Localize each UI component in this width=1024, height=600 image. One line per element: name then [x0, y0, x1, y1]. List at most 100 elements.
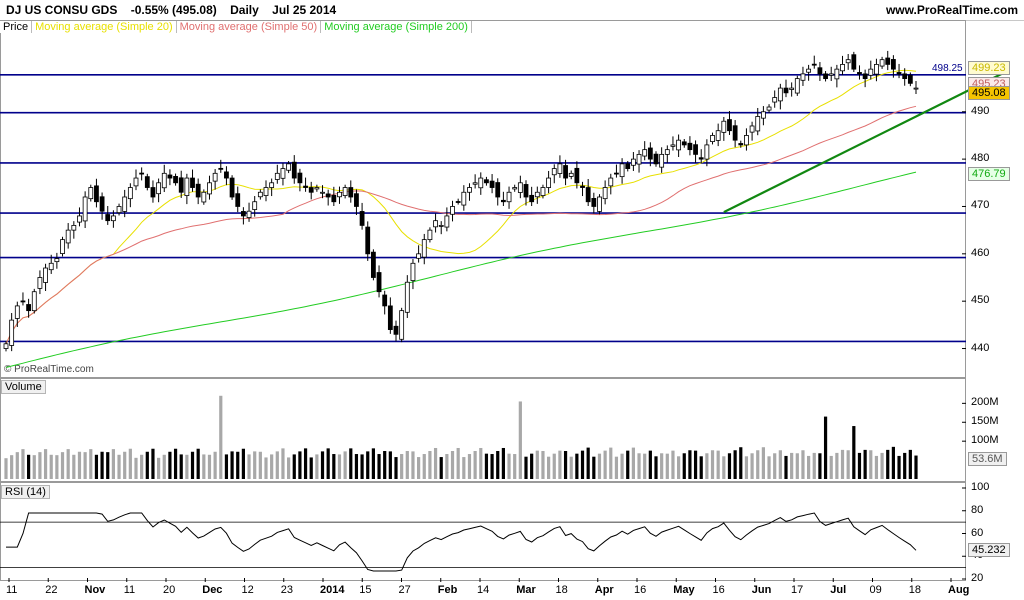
x-tick-label: Nov	[84, 584, 106, 596]
volume-bar	[857, 452, 862, 479]
volume-bar	[914, 455, 918, 479]
candle-body	[551, 168, 557, 176]
volume-bar	[767, 456, 771, 479]
candle-body	[348, 187, 354, 198]
volume-bar	[326, 448, 330, 479]
x-tick-label: 09	[869, 584, 882, 596]
candle-body	[721, 120, 727, 133]
candle-body	[54, 258, 60, 263]
candle-body	[772, 97, 778, 103]
candle-body	[534, 191, 540, 198]
x-tick-label: 20	[163, 584, 176, 596]
x-tick-label: 16	[712, 584, 725, 596]
price-tick-label: 490	[971, 104, 990, 117]
candle-body	[387, 305, 393, 330]
volume-bar	[575, 453, 579, 479]
x-tick-label: 27	[398, 584, 411, 596]
candle-body	[280, 168, 286, 179]
candle-body	[495, 182, 501, 198]
x-tick-label: 2014	[320, 584, 345, 596]
volume-tick-label: 200M	[971, 396, 999, 409]
candle-body	[455, 201, 461, 203]
x-tick-label: 11	[123, 584, 136, 596]
volume-bar	[4, 458, 8, 479]
price-change: -0.55% (495.08)	[130, 3, 217, 17]
trendline	[723, 70, 1007, 214]
candle-body	[438, 225, 444, 227]
volume-bar	[354, 454, 359, 479]
candle-body	[687, 142, 693, 151]
x-tick-label: 12	[241, 584, 254, 596]
volume-bar	[829, 455, 833, 479]
volume-bar	[106, 452, 110, 479]
candle-body	[421, 239, 427, 258]
candle-body	[732, 125, 738, 141]
x-tick-label: 17	[791, 584, 804, 596]
candle-body	[885, 57, 891, 65]
candle-body	[139, 172, 145, 175]
volume-bar	[388, 451, 392, 479]
candle-body	[88, 187, 94, 200]
volume-bar	[400, 454, 404, 479]
candle-body	[834, 68, 840, 80]
candle-body	[563, 165, 568, 179]
candle-body	[636, 153, 642, 165]
x-tick-label: 11	[6, 584, 18, 596]
x-tick-label: Dec	[202, 584, 223, 596]
legend-price[interactable]: Price	[0, 21, 33, 33]
candle-body	[693, 144, 698, 155]
volume-bar	[439, 457, 443, 479]
volume-bar	[903, 452, 907, 479]
rsi-panel[interactable]	[0, 482, 966, 581]
volume-bar	[83, 452, 87, 479]
candle-body	[585, 187, 591, 203]
volume-bar	[111, 449, 115, 479]
price-tick-label: 470	[971, 199, 990, 212]
candle-body	[308, 187, 314, 193]
candle-body	[218, 167, 224, 170]
rsi-last-tag: 45.232	[968, 543, 1010, 558]
legend-ma200[interactable]: Moving average (Simple 200)	[321, 21, 472, 33]
candle-body	[240, 211, 246, 217]
candle-body	[410, 262, 416, 281]
volume-bar	[196, 448, 200, 479]
volume-bar	[795, 453, 799, 479]
price-tick-label: 440	[971, 341, 990, 354]
volume-bar	[428, 451, 432, 479]
candle-body	[760, 111, 766, 119]
candle-body	[913, 87, 919, 90]
candle-body	[82, 196, 88, 222]
candle-body	[602, 187, 608, 200]
candle-body	[766, 106, 772, 111]
site-link[interactable]: www.ProRealTime.com	[885, 3, 1018, 17]
volume-panel[interactable]	[0, 378, 966, 482]
candle-body	[26, 304, 32, 312]
volume-bar	[886, 449, 890, 479]
price-tick-label: 480	[971, 152, 990, 165]
candle-body	[568, 172, 574, 177]
volume-bar	[371, 448, 375, 479]
candle-body	[698, 157, 704, 160]
volume-bar	[739, 447, 743, 479]
volume-bar	[705, 453, 709, 479]
candle-body	[286, 163, 292, 171]
volume-bar	[643, 453, 647, 479]
x-tick-label: 23	[280, 584, 293, 596]
volume-bar	[812, 452, 816, 479]
volume-bar	[671, 450, 675, 479]
legend-ma50[interactable]: Moving average (Simple 50)	[176, 21, 322, 33]
volume-bar	[43, 449, 48, 479]
candle-body	[630, 158, 636, 166]
volume-bar	[270, 454, 274, 479]
volume-bar	[558, 450, 562, 479]
candle-body	[806, 68, 812, 73]
volume-bar	[21, 449, 25, 479]
volume-bar	[179, 454, 183, 479]
last-price-tag: 495.08	[968, 85, 1010, 100]
candle-body	[382, 294, 388, 307]
candle-body	[467, 187, 472, 193]
legend-ma20[interactable]: Moving average (Simple 20)	[32, 21, 177, 33]
volume-bar	[897, 455, 901, 479]
price-tick-label: 450	[971, 294, 990, 307]
volume-bar	[123, 451, 127, 479]
